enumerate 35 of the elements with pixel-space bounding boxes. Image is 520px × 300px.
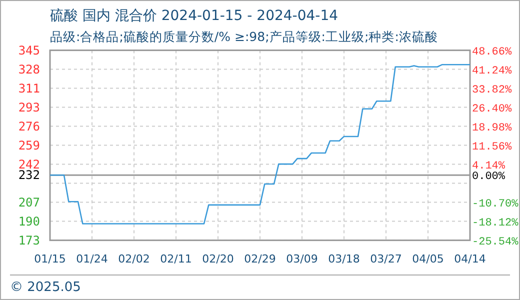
y2-tick-label: 48.66%: [472, 46, 512, 58]
y-tick-label: 173: [18, 233, 40, 248]
x-tick-label: 02/11: [160, 252, 192, 266]
y2-tick-label: 18.98%: [472, 122, 512, 134]
y2-tick-label: 26.40%: [472, 103, 512, 116]
chart-title: 硫酸 国内 混合价 2024-01-15 - 2024-04-14: [50, 8, 338, 24]
y2-tick-label: 41.24%: [472, 65, 512, 78]
line-series: [49, 64, 471, 224]
y-tick-label: 190: [18, 214, 40, 228]
y-tick-label: 345: [18, 43, 40, 58]
y2-tick-label: -18.12%: [472, 217, 519, 230]
x-tick-label: 03/09: [286, 252, 318, 266]
chart-subtitle: 品级:合格品;硫酸的质量分数/% ≥:98;产品等级:工业级;种类:浓硫酸: [50, 29, 438, 44]
y2-tick-label: 4.14%: [472, 160, 506, 172]
x-tick-label: 04/05: [412, 252, 444, 266]
x-tick-label: 03/18: [328, 252, 360, 266]
y-tick-label: 207: [18, 195, 40, 210]
y-tick-label: 259: [18, 138, 40, 152]
x-tick-label: 03/27: [370, 252, 402, 266]
y2-tick-label: 0.00%: [472, 170, 506, 183]
y-tick-label: 311: [18, 81, 40, 96]
y-tick-label: 293: [18, 100, 40, 114]
x-tick-label: 02/29: [244, 252, 276, 266]
x-tick-label: 01/24: [76, 252, 108, 266]
y2-tick-label: -10.70%: [472, 198, 519, 210]
y2-tick-label: 11.56%: [472, 141, 512, 154]
text: © 2025.05: [10, 280, 81, 295]
y2-tick-label: -25.54%: [472, 236, 519, 248]
x-tick-label: 01/15: [34, 252, 66, 266]
x-tick-label: 02/02: [118, 252, 150, 266]
y-tick-label: 276: [18, 119, 40, 134]
x-tick-label: 04/14: [454, 252, 486, 266]
y2-tick-label: 33.82%: [472, 84, 512, 96]
y-tick-label: 328: [18, 62, 40, 76]
x-tick-label: 02/20: [202, 252, 234, 266]
